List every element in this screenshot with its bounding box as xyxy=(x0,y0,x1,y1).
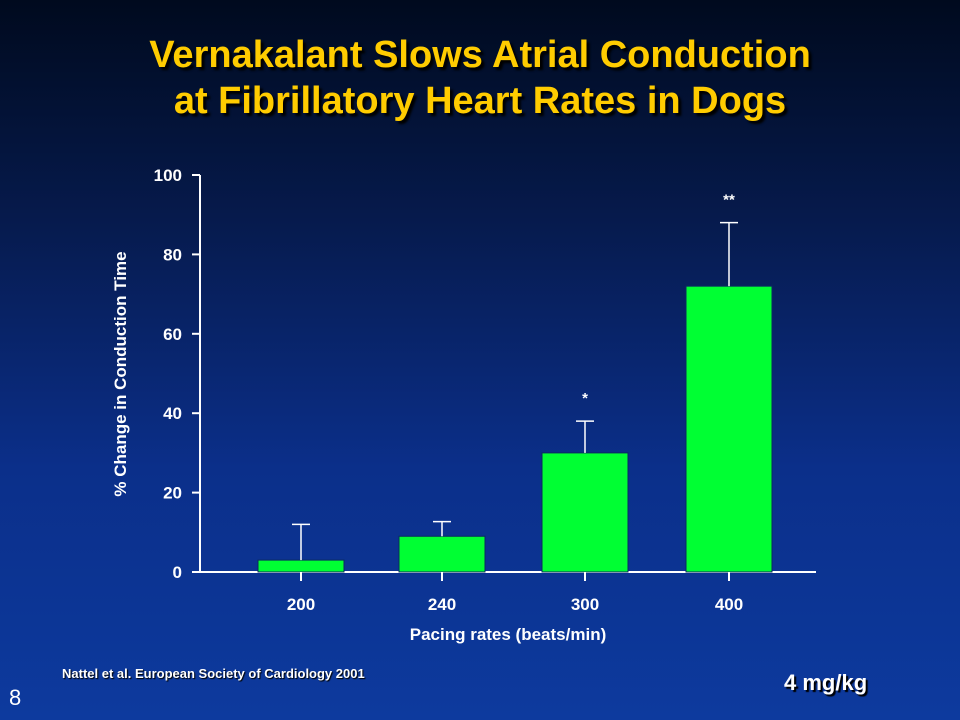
bar xyxy=(398,535,486,573)
title-line-1: Vernakalant Slows Atrial Conduction xyxy=(149,34,811,76)
bar xyxy=(541,452,629,573)
y-tick-label: 100 xyxy=(154,166,182,185)
y-tick-label: 20 xyxy=(163,484,182,503)
slide-number: 8 xyxy=(9,685,22,710)
dose-label: 4 mg/kg xyxy=(784,670,868,695)
y-axis-label: % Change in Conduction Time xyxy=(111,251,130,496)
x-tick-label: 200 xyxy=(287,595,315,614)
y-tick-label: 40 xyxy=(163,404,182,423)
x-tick-label: 400 xyxy=(715,595,743,614)
x-tick-label: 240 xyxy=(428,595,456,614)
bar xyxy=(257,559,345,573)
y-tick-label: 0 xyxy=(173,563,182,582)
slide-title: Vernakalant Slows Atrial Conduction at F… xyxy=(0,32,960,124)
significance-marker: * xyxy=(582,390,588,407)
x-tick-label: 300 xyxy=(571,595,599,614)
title-line-2: at Fibrillatory Heart Rates in Dogs xyxy=(173,80,787,122)
significance-marker: ** xyxy=(723,192,735,209)
y-tick-label: 60 xyxy=(163,325,182,344)
citation: Nattel et al. European Society of Cardio… xyxy=(62,666,365,681)
x-axis-label: Pacing rates (beats/min) xyxy=(410,625,607,644)
bar xyxy=(685,285,773,573)
y-tick-label: 80 xyxy=(163,245,182,264)
